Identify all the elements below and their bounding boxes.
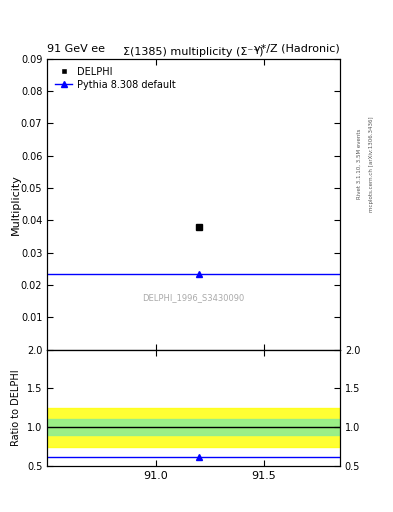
Y-axis label: Multiplicity: Multiplicity bbox=[11, 174, 21, 234]
Title: Σ(1385) multiplicity (Σ⁻⁺): Σ(1385) multiplicity (Σ⁻⁺) bbox=[123, 47, 264, 57]
Legend: DELPHI, Pythia 8.308 default: DELPHI, Pythia 8.308 default bbox=[52, 63, 179, 93]
Text: DELPHI_1996_S3430090: DELPHI_1996_S3430090 bbox=[142, 293, 245, 302]
Text: mcplots.cern.ch [arXiv:1306.3436]: mcplots.cern.ch [arXiv:1306.3436] bbox=[369, 116, 374, 211]
Y-axis label: Ratio to DELPHI: Ratio to DELPHI bbox=[11, 370, 21, 446]
Text: 91 GeV ee: 91 GeV ee bbox=[47, 44, 105, 54]
Text: Rivet 3.1.10, 3.5M events: Rivet 3.1.10, 3.5M events bbox=[357, 129, 362, 199]
Bar bbox=[47, 419, 340, 435]
Bar bbox=[47, 408, 340, 446]
Text: γ*/Z (Hadronic): γ*/Z (Hadronic) bbox=[254, 44, 340, 54]
